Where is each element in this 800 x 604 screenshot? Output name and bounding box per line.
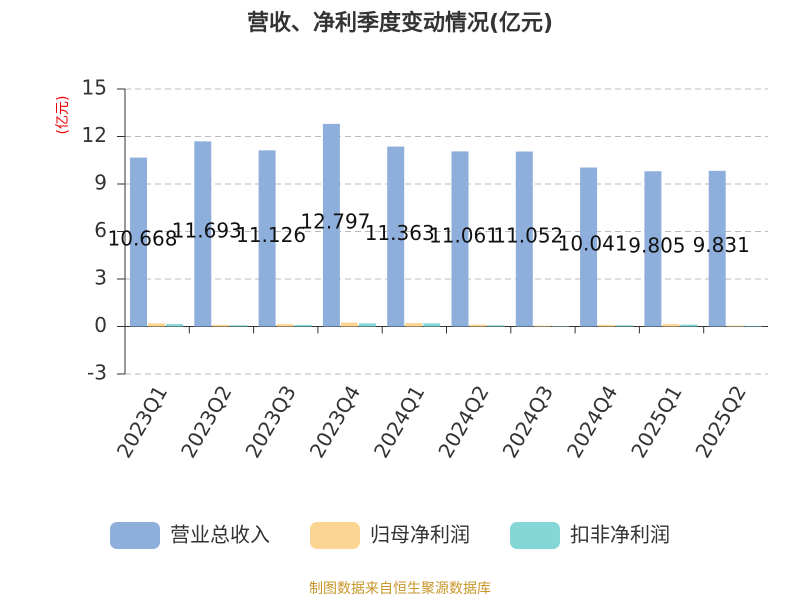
legend-swatch [510,522,560,549]
data-label: 11.052 [493,224,563,248]
data-label: 11.126 [236,223,306,247]
bar [359,323,376,326]
bar [470,325,487,327]
y-tick-label: 15 [82,76,107,100]
x-tick-label: 2024Q4 [562,381,622,462]
legend-label: 扣非净利润 [570,523,670,547]
bar [295,325,312,327]
bar [341,323,358,327]
legend-label: 营业总收入 [170,523,270,547]
x-tick-label: 2023Q3 [240,381,300,462]
bar [662,324,679,326]
bar [616,325,633,326]
y-tick-label: 9 [94,171,107,195]
bar [212,325,229,327]
data-label: 11.693 [172,218,242,242]
x-tick-label: 2024Q2 [433,381,493,462]
x-tick-label: 2025Q2 [690,381,750,462]
y-tick-label: -3 [87,361,107,385]
bar [166,324,183,326]
bar [598,325,615,327]
x-tick-label: 2024Q1 [369,381,429,462]
y-tick-label: 0 [94,313,107,337]
y-tick-label: 12 [82,123,107,147]
x-tick-label: 2023Q2 [176,381,236,462]
data-label: 9.831 [693,233,750,257]
bar [405,323,422,326]
bar [745,326,762,327]
data-label: 10.041 [558,232,628,256]
bar [727,326,744,327]
bar [488,325,505,326]
x-tick-label: 2024Q3 [498,381,558,462]
legend-swatch [310,522,360,549]
bar [423,323,440,326]
bar [148,323,165,326]
x-tick-label: 2023Q4 [305,381,365,462]
y-axis-label: (亿元) [55,96,71,135]
data-label: 11.061 [429,223,499,247]
data-label: 12.797 [300,210,370,234]
data-label: 9.805 [628,233,685,257]
legend-label: 归母净利润 [370,523,470,547]
y-tick-label: 6 [94,218,107,242]
source-note: 制图数据来自恒生聚源数据库 [309,581,491,597]
legend-swatch [110,522,160,549]
chart-title: 营收、净利季度变动情况(亿元) [247,10,553,36]
bar [230,325,247,326]
bar [534,326,551,327]
data-label: 10.668 [108,227,178,251]
bar [277,324,294,326]
y-tick-label: 3 [94,266,107,290]
bar [680,325,697,327]
x-tick-label: 2025Q1 [626,381,686,462]
data-label: 11.363 [365,221,435,245]
x-tick-label: 2023Q1 [112,381,172,462]
